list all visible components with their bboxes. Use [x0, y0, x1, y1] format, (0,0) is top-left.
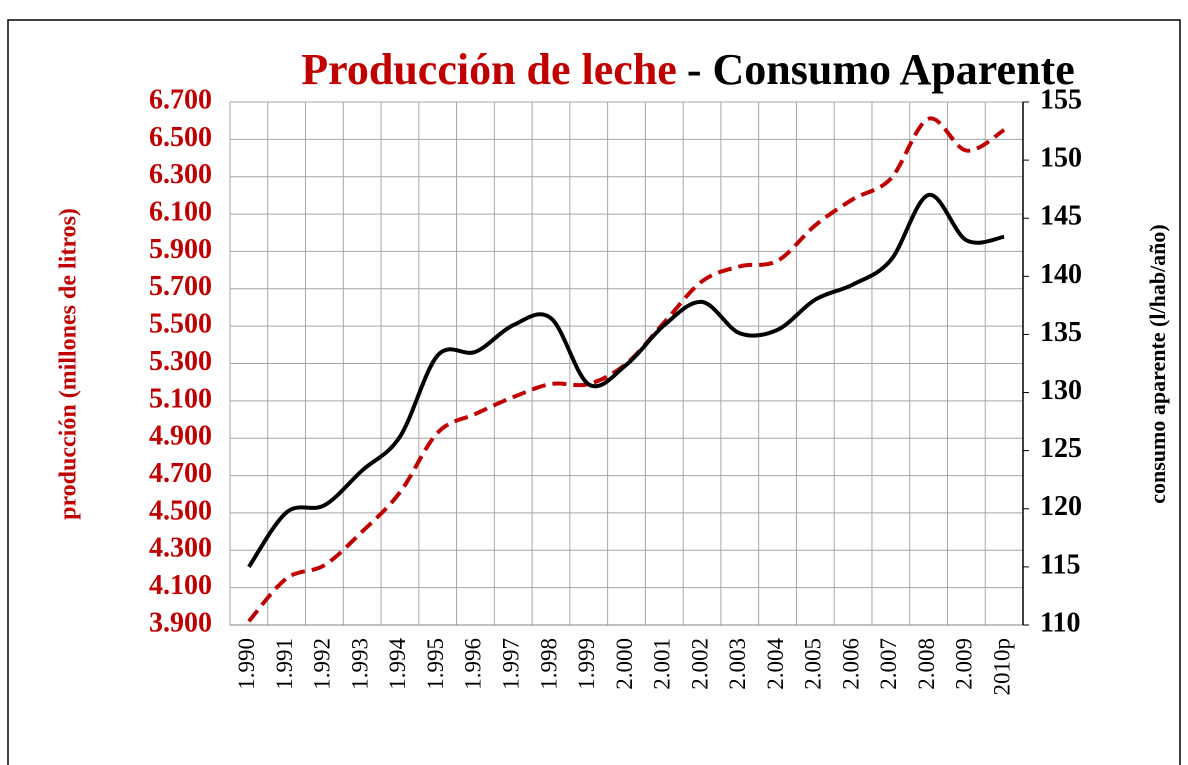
x-tick-label: 1.991: [272, 638, 297, 690]
y2-tick-label: 150: [1040, 143, 1082, 174]
y2-tick-label: 135: [1040, 317, 1082, 348]
x-tick-label: 1.998: [536, 638, 561, 690]
x-tick-label: 2.004: [763, 638, 788, 690]
frame: [7, 19, 1181, 765]
x-tick-label: 1.990: [234, 638, 259, 690]
y-tick-label: 6.500: [149, 122, 212, 153]
y2-axis-label: consumo aparente (l/hab/año): [1145, 224, 1170, 504]
y-tick-label: 5.100: [149, 383, 212, 414]
y-tick-label: 3.900: [149, 607, 212, 638]
x-tick-label: 2.001: [650, 638, 675, 690]
x-tick-label: 1.996: [461, 638, 486, 690]
x-tick-label: 1.994: [385, 638, 410, 690]
y2-tick-label: 110: [1040, 607, 1080, 638]
y-tick-label: 4.300: [149, 533, 212, 564]
x-tick-label: 2.005: [801, 638, 826, 690]
y-tick-label: 4.500: [149, 495, 212, 526]
series-line: [247, 192, 1005, 569]
x-tick-label: 2.007: [876, 638, 901, 690]
x-tick-label: 2.008: [914, 638, 939, 690]
y-tick-label: 6.700: [149, 84, 212, 115]
y-tick-label: 4.100: [149, 570, 212, 601]
y2-tick-label: 145: [1040, 201, 1082, 232]
y-axis-label: producción (millones de litros): [56, 208, 82, 520]
y-tick-label: 5.500: [149, 309, 212, 340]
y-tick-label: 5.700: [149, 271, 212, 302]
x-tick-label: 2010p: [989, 638, 1014, 696]
y2-tick-label: 130: [1040, 375, 1082, 406]
title-part: Producción de leche: [301, 45, 677, 94]
y2-tick-label: 120: [1040, 491, 1082, 522]
chart-title: Producción de leche - Consumo Aparente: [301, 45, 1074, 94]
y2-tick-label: 140: [1040, 259, 1082, 290]
y-tick-label: 6.300: [149, 159, 212, 190]
x-tick-label: 1.997: [498, 638, 523, 690]
x-tick-label: 2.002: [687, 638, 712, 690]
y2-tick-label: 115: [1040, 549, 1080, 580]
x-tick-label: 2.009: [952, 638, 977, 690]
series-line: [247, 116, 1006, 623]
x-tick-label: 1.995: [423, 638, 448, 690]
y-tick-label: 5.900: [149, 234, 212, 265]
x-tick-label: 1.999: [574, 638, 599, 690]
y2-tick-label: 125: [1040, 433, 1082, 464]
x-tick-label: 1.992: [310, 638, 335, 690]
y2-tick-label: 155: [1040, 84, 1082, 115]
x-tick-label: 2.000: [612, 638, 637, 690]
y-tick-label: 4.900: [149, 421, 212, 452]
y-tick-label: 5.300: [149, 346, 212, 377]
y-tick-label: 4.700: [149, 458, 212, 489]
y-tick-label: 6.100: [149, 196, 212, 227]
x-tick-label: 1.993: [347, 638, 372, 690]
title-part: - Consumo Aparente: [687, 45, 1075, 94]
x-tick-label: 2.006: [838, 638, 863, 690]
x-tick-label: 2.003: [725, 638, 750, 690]
